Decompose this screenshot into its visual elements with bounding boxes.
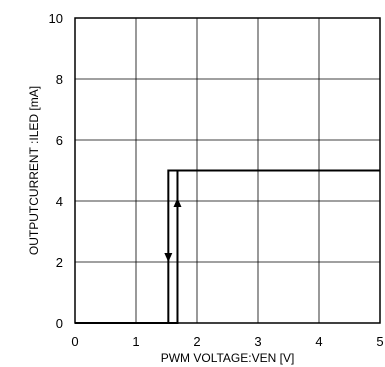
y-tick-label: 10 <box>49 11 63 26</box>
arrow-falling <box>164 253 173 262</box>
y-tick-label: 2 <box>56 255 63 270</box>
arrow-rising <box>173 197 182 207</box>
y-tick-label: 8 <box>56 72 63 87</box>
x-tick-label: 1 <box>132 334 139 349</box>
series-layer <box>75 169 380 324</box>
y-axis-ticks: 0 2 4 6 8 10 <box>49 11 63 331</box>
x-axis-label: PWM VOLTAGE:VEN [V] <box>161 351 295 365</box>
y-tick-label: 6 <box>56 133 63 148</box>
x-tick-label: 0 <box>71 334 78 349</box>
x-tick-label: 3 <box>254 334 261 349</box>
x-axis-ticks: 0 1 2 3 4 5 <box>71 334 383 349</box>
series-line-falling <box>75 169 380 324</box>
series-line-rising <box>75 169 380 324</box>
y-tick-label: 4 <box>56 194 63 209</box>
x-tick-label: 4 <box>315 334 322 349</box>
y-tick-label: 0 <box>56 316 63 331</box>
y-axis-label: OUTPUTCURRENT :ILED [mA] <box>27 86 41 255</box>
x-tick-label: 5 <box>376 334 383 349</box>
plot-frame <box>74 17 381 324</box>
x-tick-label: 2 <box>193 334 200 349</box>
